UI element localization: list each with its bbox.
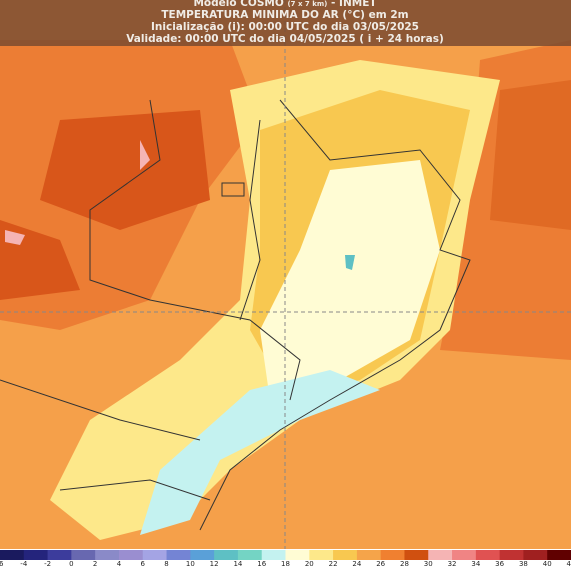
colorbar-swatch xyxy=(118,550,144,560)
colorbar-swatch xyxy=(475,550,501,560)
colorbar-label: 0 xyxy=(69,560,73,567)
colorbar-label: 34 xyxy=(471,560,480,567)
colorbar-label: 40 xyxy=(543,560,552,567)
colorbar-swatch xyxy=(404,550,429,560)
colorbar-label: 36 xyxy=(495,560,504,567)
colorbar-swatch xyxy=(214,550,239,560)
colorbar-swatch xyxy=(190,550,215,560)
colorbar-swatch xyxy=(95,550,120,560)
colorbar-label: 6 xyxy=(141,560,146,567)
colorbar-label: 38 xyxy=(519,560,528,567)
colorbar-label: 14 xyxy=(233,560,242,567)
model-name: Modelo COSMO xyxy=(193,0,283,9)
colorbar-label: 28 xyxy=(400,560,409,567)
colorbar-swatch xyxy=(23,550,49,560)
colorbar-label: 22 xyxy=(329,560,338,567)
temperature-field xyxy=(0,40,571,540)
colorbar-label: 30 xyxy=(424,560,433,567)
colorbar-swatch xyxy=(523,550,548,560)
colorbar-swatch xyxy=(142,550,168,560)
graticule xyxy=(0,0,571,550)
model-resolution: (7 x 7 km) xyxy=(287,0,327,8)
colorbar-label: 4 xyxy=(117,560,122,567)
colorbar-label: 20 xyxy=(305,560,314,567)
colorbar-swatch xyxy=(547,550,571,560)
colorbar-label: 10 xyxy=(186,560,195,567)
colorbar-swatch xyxy=(237,550,263,560)
colorbar-label: -2 xyxy=(44,560,51,567)
colorbar: -6-4-20246810121416182022242628303234363… xyxy=(0,549,571,567)
colorbar-swatch xyxy=(166,550,191,560)
header-title: TEMPERATURA MINIMA DO AR (°C) em 2m xyxy=(161,9,408,21)
borders xyxy=(0,99,471,531)
header-model: Modelo COSMO (7 x 7 km) - INMET xyxy=(193,0,377,9)
colorbar-swatch xyxy=(309,550,334,560)
colorbar-swatch xyxy=(452,550,477,560)
colorbar-label: 24 xyxy=(352,560,361,567)
colorbar-swatch xyxy=(261,550,286,560)
colorbar-label: 42 xyxy=(567,560,571,567)
header-box xyxy=(0,0,571,46)
colorbar-label: -4 xyxy=(20,560,28,567)
colorbar-label: 8 xyxy=(164,560,168,567)
header-init: Inicialização (i): 00:00 UTC do dia 03/0… xyxy=(151,21,419,33)
colorbar-label: 16 xyxy=(257,560,266,567)
colorbar-swatch xyxy=(380,550,405,560)
colorbar-swatch xyxy=(428,550,453,560)
colorbar-label: 32 xyxy=(448,560,457,567)
model-source: - INMET xyxy=(331,0,377,9)
colorbar-swatch xyxy=(0,550,25,560)
colorbar-swatch xyxy=(71,550,96,560)
colorbar-swatch xyxy=(285,550,310,560)
header-valid: Validade: 00:00 UTC do dia 04/05/2025 ( … xyxy=(126,33,444,45)
colorbar-label: 2 xyxy=(93,560,97,567)
colorbar-label: 26 xyxy=(376,560,385,567)
colorbar-label: 12 xyxy=(210,560,219,567)
colorbar-label: -6 xyxy=(0,560,4,567)
colorbar-swatch xyxy=(333,550,358,560)
colorbar-swatch xyxy=(47,550,72,560)
colorbar-swatch xyxy=(499,550,524,560)
colorbar-swatch xyxy=(356,550,382,560)
colorbar-label: 18 xyxy=(281,560,290,567)
